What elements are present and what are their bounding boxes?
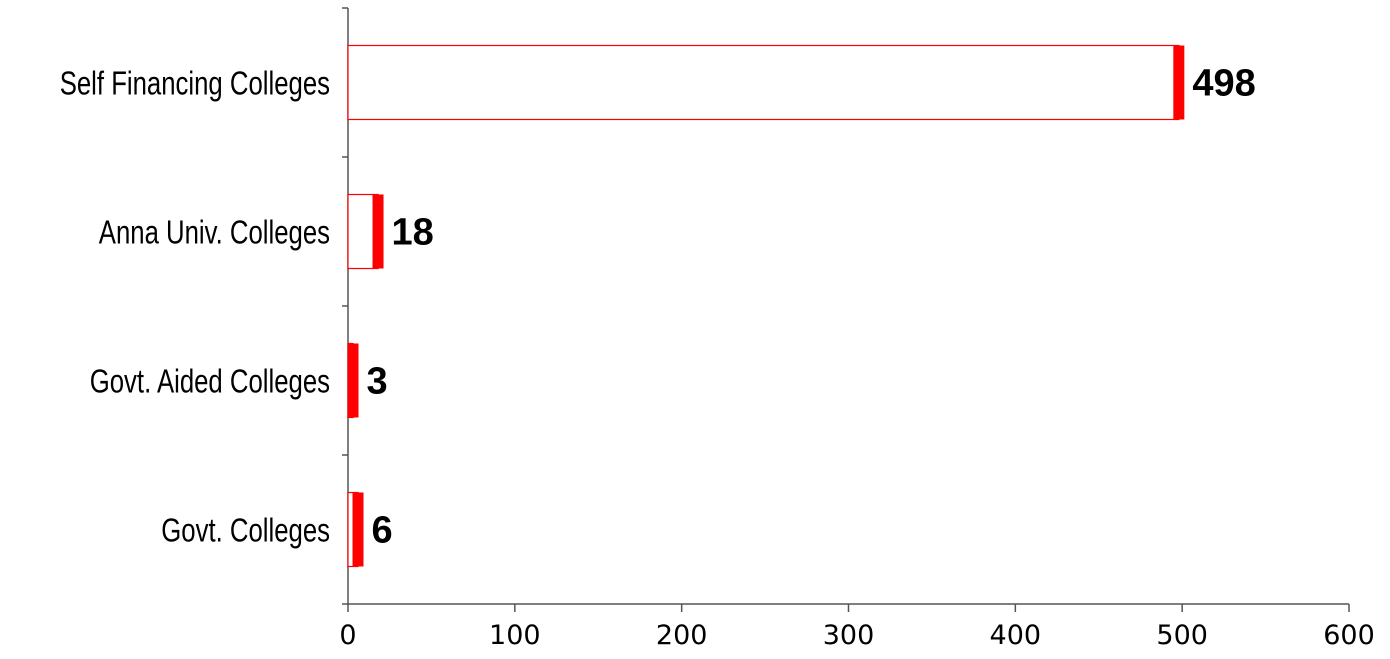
category-label: Govt. Aided Colleges xyxy=(90,364,330,401)
category-label-group: Govt. Colleges xyxy=(161,513,330,550)
x-tick-label: 300 xyxy=(823,620,875,651)
bar-cap xyxy=(352,492,364,567)
bar xyxy=(347,44,1180,121)
data-label: 18 xyxy=(392,212,434,254)
x-tick-label: 100 xyxy=(489,620,541,651)
category-label-group: Govt. Aided Colleges xyxy=(90,364,330,401)
x-tick-label: 400 xyxy=(990,620,1042,651)
x-tick-label: 600 xyxy=(1323,620,1375,651)
bar-cap xyxy=(372,194,384,269)
x-tick-label: 0 xyxy=(339,620,356,651)
category-label: Self Financing Colleges xyxy=(60,66,330,103)
data-label: 6 xyxy=(372,510,393,552)
category-label: Anna Univ. Colleges xyxy=(99,215,330,252)
bar-cap xyxy=(347,343,359,418)
bar-cap xyxy=(1173,45,1185,120)
data-label: 3 xyxy=(367,361,388,403)
category-label-group: Self Financing Colleges xyxy=(60,66,330,103)
data-label: 498 xyxy=(1192,63,1255,105)
x-tick-label: 500 xyxy=(1156,620,1208,651)
category-label-group: Anna Univ. Colleges xyxy=(99,215,330,252)
chart-labels: 0 100 200 300 400 500 600 Self Financing Colleg… xyxy=(60,63,1375,652)
category-label: Govt. Colleges xyxy=(161,513,330,550)
chart-bars xyxy=(347,44,1185,568)
x-tick-label: 200 xyxy=(656,620,708,651)
